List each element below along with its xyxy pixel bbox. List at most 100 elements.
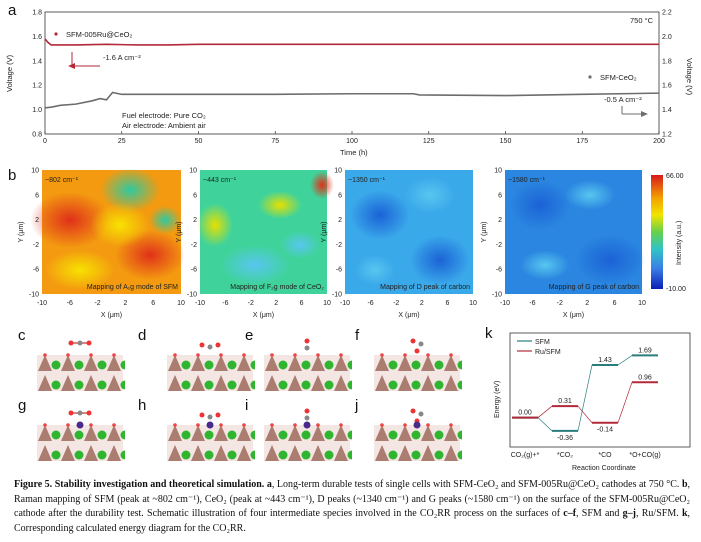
k-x-title: Reaction Coordinate bbox=[572, 465, 636, 472]
atom-o bbox=[89, 423, 93, 427]
atom-sr bbox=[457, 430, 462, 440]
intermediate-structure-j bbox=[374, 408, 462, 461]
atom-sr bbox=[278, 430, 288, 440]
atom-sr bbox=[74, 450, 84, 460]
map-x-tick: 2 bbox=[585, 300, 589, 307]
map-x-tick: -10 bbox=[340, 300, 350, 307]
energy-connector bbox=[617, 355, 633, 366]
map-x-tick: -6 bbox=[222, 300, 228, 307]
map-y-tick: 2 bbox=[498, 217, 502, 224]
atom-sr bbox=[278, 380, 288, 390]
y-tick-label-left: 1.6 bbox=[32, 34, 42, 41]
atom-sr bbox=[227, 380, 237, 390]
map-x-tick: 2 bbox=[123, 300, 127, 307]
x-axis-title: Time (h) bbox=[340, 148, 368, 157]
x-tick-label: 25 bbox=[118, 138, 126, 145]
atom-sr bbox=[204, 430, 214, 440]
panel-d-label: d bbox=[138, 327, 147, 344]
atom-sr bbox=[457, 360, 462, 370]
map-x-tick: -2 bbox=[557, 300, 563, 307]
atom-o bbox=[173, 423, 177, 427]
map-y-tick: -10 bbox=[492, 292, 502, 299]
x-tick-label: 175 bbox=[576, 138, 588, 145]
intermediate-structure-h bbox=[167, 412, 255, 461]
atom-o bbox=[426, 353, 430, 357]
atom-o bbox=[293, 423, 297, 427]
colorbar bbox=[651, 175, 663, 289]
map-caption: Mapping of A₁g mode of SFM bbox=[87, 284, 178, 291]
raman-map-g-peak bbox=[505, 170, 645, 294]
series-line-ru bbox=[44, 38, 659, 46]
atom-o bbox=[66, 353, 70, 357]
panel-k-label: k bbox=[485, 325, 493, 342]
atom-sr bbox=[434, 380, 444, 390]
atom-sr bbox=[347, 450, 352, 460]
energy-connector bbox=[537, 405, 553, 418]
atom-o bbox=[339, 423, 343, 427]
atom-o bbox=[66, 423, 70, 427]
atom-sr bbox=[411, 360, 421, 370]
atom-sr bbox=[347, 430, 352, 440]
map-y-tick: -2 bbox=[496, 242, 502, 249]
y-tick-label-right: 1.6 bbox=[662, 83, 672, 90]
energy-value-label: 0.00 bbox=[518, 410, 532, 417]
intermediate-structure-d bbox=[167, 342, 255, 391]
atom-o bbox=[196, 423, 200, 427]
panel-i-label: i bbox=[245, 397, 249, 414]
figure-caption: Figure 5. Stability investigation and th… bbox=[14, 479, 690, 534]
map-x-title: X (μm) bbox=[398, 312, 419, 319]
atom-sr bbox=[301, 430, 311, 440]
map-peak-label: ~443 cm⁻¹ bbox=[203, 177, 237, 184]
atom-o bbox=[270, 353, 274, 357]
atom-sr bbox=[250, 360, 255, 370]
map-x-tick: -6 bbox=[529, 300, 535, 307]
y-tick-label-left: 1.0 bbox=[32, 107, 42, 114]
x-tick-label: 200 bbox=[653, 138, 665, 145]
atom-sr bbox=[204, 450, 214, 460]
atom-sr bbox=[227, 430, 237, 440]
atom-sr bbox=[97, 380, 107, 390]
x-tick-label: 100 bbox=[346, 138, 358, 145]
energy-connector bbox=[617, 382, 633, 423]
map-y-tick: -2 bbox=[191, 242, 197, 249]
note-air: Air electrode: Ambient air bbox=[122, 121, 206, 130]
raman-map-ceo2 bbox=[197, 170, 334, 294]
atom-sr bbox=[388, 450, 398, 460]
atom-sr bbox=[278, 360, 288, 370]
legend-ru-k: Ru/SFM bbox=[535, 349, 561, 356]
adsorbate-atom bbox=[86, 410, 92, 416]
atom-sr bbox=[97, 360, 107, 370]
panel-a-label: a bbox=[8, 2, 17, 19]
atom-sr bbox=[278, 450, 288, 460]
energy-connector bbox=[577, 364, 593, 431]
map-peak-label: ~802 cm⁻¹ bbox=[45, 177, 79, 184]
energy-value-label: -0.36 bbox=[557, 435, 573, 442]
atom-sr bbox=[388, 360, 398, 370]
durability-chart: 0 25 50 75 100 125 150 175 200 0.8 1.0 1.2 1.4 1.6 1.8… bbox=[5, 10, 694, 158]
map-x-title: X (μm) bbox=[253, 312, 274, 319]
atom-o bbox=[270, 423, 274, 427]
atom-sr bbox=[51, 430, 61, 440]
atom-sr bbox=[301, 380, 311, 390]
legend-marker-ru bbox=[54, 32, 58, 36]
atom-o bbox=[242, 353, 246, 357]
energy-value-label: 1.43 bbox=[598, 357, 612, 364]
map-x-tick: 10 bbox=[323, 300, 331, 307]
colorbar-max: 66.00 bbox=[666, 173, 684, 180]
atom-sr bbox=[181, 450, 191, 460]
atom-o bbox=[403, 353, 407, 357]
intermediate-structure-i bbox=[264, 408, 352, 461]
panel-c-label: c bbox=[18, 327, 26, 344]
map-y-tick: -6 bbox=[191, 267, 197, 274]
x-tick-label: 150 bbox=[500, 138, 512, 145]
atom-sr bbox=[227, 360, 237, 370]
map-peak-label: ~1350 cm⁻¹ bbox=[348, 177, 386, 184]
map-y-tick: 10 bbox=[334, 168, 342, 175]
atom-sr bbox=[457, 380, 462, 390]
y-tick-label-right: 1.2 bbox=[662, 132, 672, 139]
panel-h-label: h bbox=[138, 397, 147, 414]
map-caption: Mapping of G peak of carbon bbox=[549, 284, 639, 291]
atom-o bbox=[449, 353, 453, 357]
energy-value-label: 0.31 bbox=[558, 398, 572, 405]
map-x-tick: 2 bbox=[420, 300, 424, 307]
